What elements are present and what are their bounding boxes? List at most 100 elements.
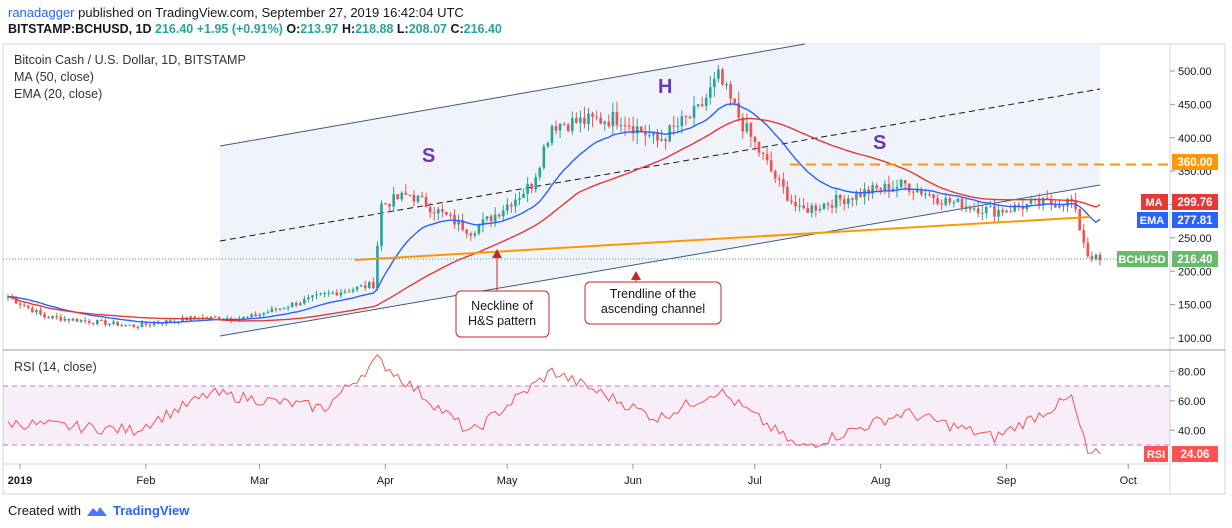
candle-body <box>359 285 363 287</box>
candle-body <box>347 291 351 293</box>
candle-body <box>526 184 529 194</box>
candle-body <box>63 318 67 321</box>
candle-body <box>307 297 310 300</box>
candle-body <box>270 308 274 313</box>
candle-body <box>91 322 95 324</box>
candle-body <box>729 84 732 99</box>
candle-body <box>286 307 290 309</box>
candle-body <box>623 125 627 127</box>
candle-body <box>696 104 700 106</box>
candle-body <box>355 286 359 290</box>
candle-body <box>570 118 574 132</box>
time-tick-label: Oct <box>1120 475 1137 487</box>
candle-body <box>903 180 907 184</box>
candle-body <box>18 303 22 305</box>
candle-body <box>911 191 915 193</box>
candle-body <box>303 299 306 304</box>
legend-rsi: RSI (14, close) <box>14 360 97 374</box>
candle-body <box>136 327 140 329</box>
candle-body <box>67 318 71 321</box>
candle-body <box>976 208 980 214</box>
symbol: BITSTAMP:BCHUSD, 1D <box>8 22 152 36</box>
rsi-tick-label: 80.00 <box>1178 366 1206 378</box>
time-tick-label: Jun <box>624 475 642 487</box>
price-change: +1.95 (+0.91%) <box>196 22 283 36</box>
candle-body <box>575 118 578 123</box>
author-link[interactable]: ranadagger <box>8 5 75 20</box>
candle-body <box>140 322 144 328</box>
candle-body <box>1017 204 1021 207</box>
candle-body <box>343 291 347 293</box>
candle-body <box>940 203 943 205</box>
candle-body <box>518 197 521 200</box>
time-axis: 2019 Feb Mar Apr May Jun Jul Aug Sep Oct <box>8 464 1137 487</box>
candle-body <box>83 320 87 322</box>
candle-body <box>1090 256 1094 260</box>
candle-body <box>35 310 38 313</box>
footer-brand[interactable]: TradingView <box>112 503 190 518</box>
candle-body <box>128 324 132 326</box>
candle-body <box>148 324 152 326</box>
candle-body <box>132 324 136 328</box>
candle-body <box>87 320 91 323</box>
candle-body <box>1058 205 1061 208</box>
candle-body <box>266 312 270 314</box>
candle-body <box>997 210 1000 217</box>
ema-line <box>7 103 1101 324</box>
candle-body <box>773 171 777 179</box>
candle-body <box>481 219 485 226</box>
candle-body <box>14 298 18 304</box>
candle-body <box>1070 198 1073 201</box>
candle-body <box>830 205 834 208</box>
neckline-callout <box>455 290 550 338</box>
candle-body <box>972 208 976 210</box>
candle-body <box>883 183 887 191</box>
time-tick-label: Jul <box>748 475 762 487</box>
candle-body <box>144 322 148 325</box>
legend-title: Bitcoin Cash / U.S. Dollar, 1D, BITSTAMP <box>14 53 246 67</box>
last-badge-value: 216.40 <box>1177 254 1212 266</box>
candle-body <box>907 183 911 192</box>
candle-body <box>834 194 838 208</box>
candle-body <box>952 202 956 204</box>
chart-frame <box>2 43 1226 495</box>
candle-body <box>436 209 440 214</box>
candle-body <box>607 121 611 127</box>
high-value: 218.88 <box>355 22 394 36</box>
candle-body <box>246 317 249 319</box>
candle-body <box>396 194 400 200</box>
candle-body <box>71 318 75 321</box>
candle-body <box>51 316 54 319</box>
candle-body <box>1021 206 1025 210</box>
candle-body <box>181 317 184 323</box>
candle-body <box>741 117 745 132</box>
candle-body <box>895 187 899 189</box>
candle-body <box>1066 198 1069 207</box>
candle-body <box>1037 198 1041 206</box>
candle-body <box>920 189 923 195</box>
candle-body <box>59 317 63 321</box>
candle-body <box>672 125 676 127</box>
candle-body <box>579 117 582 123</box>
candle-body <box>108 323 111 325</box>
legend-ma: MA (50, close) <box>14 70 94 84</box>
candle-body <box>311 295 314 298</box>
rsi-pane <box>3 353 1170 455</box>
trendline-arrow <box>631 271 641 280</box>
candle-body <box>985 206 988 214</box>
candle-body <box>587 113 590 125</box>
rsi-badge-value: 24.06 <box>1181 449 1210 461</box>
candle-body <box>855 192 858 200</box>
candle-body <box>993 206 996 217</box>
ma-badge-value: 299.76 <box>1177 197 1212 209</box>
candle-body <box>810 205 814 213</box>
candle-body <box>562 123 566 125</box>
candle-body <box>152 323 156 326</box>
trendline-callout-line2: ascending channel <box>601 302 705 316</box>
candle-body <box>700 104 704 106</box>
candle-body <box>619 125 623 127</box>
candle-body <box>867 189 870 194</box>
candle-body <box>1086 242 1090 257</box>
candle-body <box>631 126 635 134</box>
